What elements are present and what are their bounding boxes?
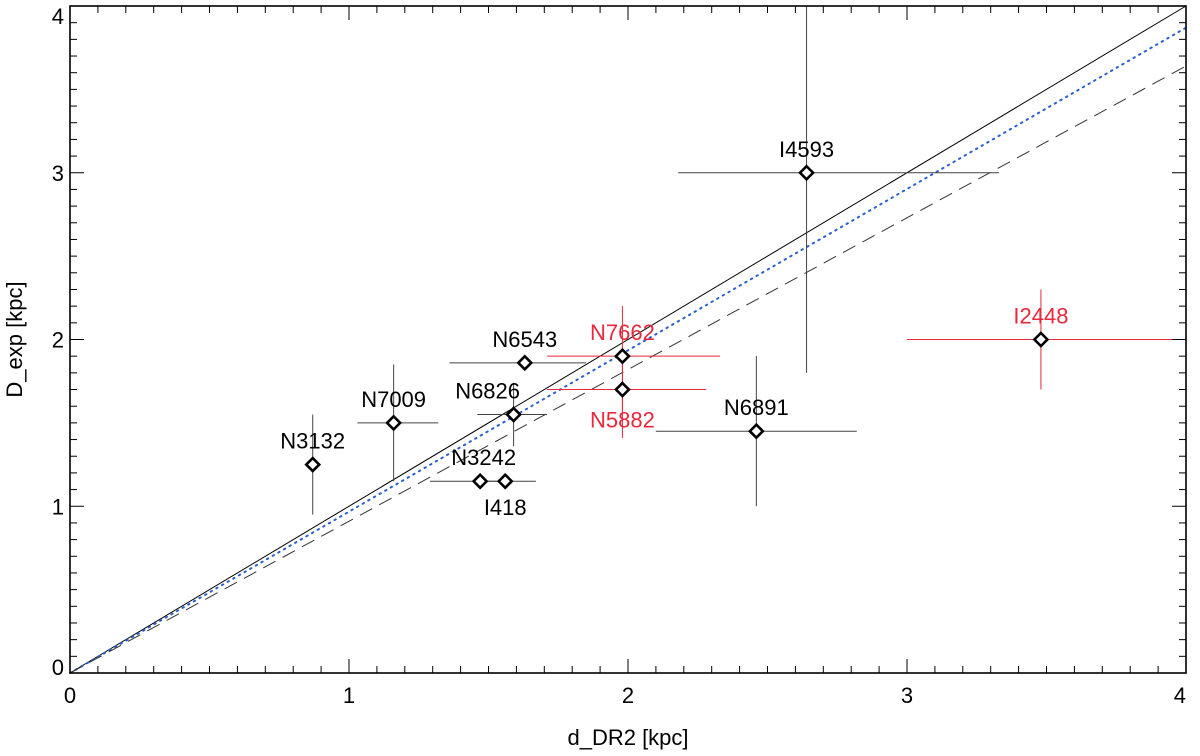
axes: 0 1 2 3 4 0 1 2 3 4	[52, 4, 1187, 708]
y-tick-label: 1	[52, 494, 64, 519]
data-point-marker	[614, 347, 631, 365]
point-label: I418	[484, 495, 527, 520]
y-tick-label: 0	[52, 655, 64, 680]
fit-lines	[69, 5, 1187, 674]
data-point-marker	[1032, 331, 1050, 348]
data-point-marker	[471, 472, 489, 490]
point-labels: N3132 N7009 N3242 I418 N6543 N6826 N7662 N5882 N…	[280, 137, 1068, 520]
point-label: N7662	[590, 320, 655, 345]
x-axis-label: d_DR2 [kpc]	[567, 725, 688, 750]
x-tick-label: 3	[901, 683, 913, 708]
y-axis-label: D_exp [kpc]	[2, 281, 27, 397]
point-label: I2448	[1013, 304, 1068, 329]
y-tick-label: 4	[52, 4, 64, 29]
data-point-marker	[505, 406, 522, 423]
point-label: N6543	[492, 327, 557, 352]
data-point-marker	[748, 422, 765, 440]
fit-line-dashed	[69, 65, 1187, 674]
point-label: N6891	[724, 395, 789, 420]
point-label: N5882	[590, 408, 655, 433]
data-point-marker	[516, 354, 534, 372]
data-markers	[304, 164, 1050, 490]
point-label: I4593	[779, 137, 834, 162]
x-tick-label: 0	[64, 683, 76, 708]
y-tick-label: 2	[52, 328, 64, 353]
point-label: N3242	[451, 445, 516, 470]
data-point-marker	[304, 456, 322, 473]
x-tick-label: 1	[343, 683, 355, 708]
y-tick-label: 3	[52, 161, 64, 186]
data-point-marker	[614, 381, 631, 398]
x-tick-label: 2	[622, 683, 634, 708]
fit-line-solid	[69, 5, 1187, 674]
point-label: N6826	[455, 379, 520, 404]
fit-line-dotted	[69, 26, 1187, 674]
data-point-marker	[496, 472, 514, 490]
point-label: N7009	[361, 387, 426, 412]
x-tick-label: 4	[1174, 683, 1186, 708]
point-label: N3132	[280, 429, 345, 454]
data-point-marker	[385, 414, 402, 432]
data-point-marker	[798, 164, 815, 182]
